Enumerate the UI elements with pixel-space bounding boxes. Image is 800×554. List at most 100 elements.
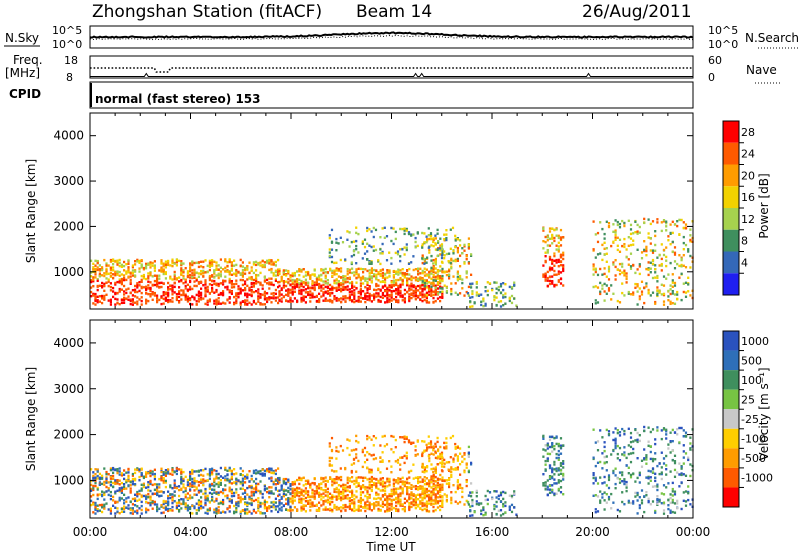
power-cell — [235, 292, 238, 295]
power-cell — [651, 251, 655, 254]
velocity-cell — [287, 479, 290, 482]
power-cell — [211, 283, 214, 287]
power-cell — [98, 284, 101, 287]
power-cell — [322, 283, 325, 287]
power-cell — [645, 247, 648, 250]
power-cell — [246, 292, 249, 295]
power-cell — [318, 282, 321, 286]
power-cell — [629, 243, 633, 247]
power-cell — [618, 222, 622, 226]
power-cell — [627, 290, 630, 294]
power-cell — [621, 282, 624, 285]
power-cell — [403, 292, 406, 296]
velocity-cell — [313, 492, 316, 496]
power-cell — [386, 293, 389, 296]
power-cell — [599, 252, 602, 255]
power-cell — [456, 270, 459, 273]
power-cell — [239, 303, 242, 306]
velocity-cell — [226, 469, 229, 472]
velocity-cell — [160, 475, 163, 479]
power-cell — [315, 278, 318, 281]
power-cell — [425, 235, 428, 238]
power-cell — [377, 300, 380, 303]
velocity-cell — [109, 490, 112, 494]
velocity-cell — [384, 510, 387, 513]
velocity-cell — [351, 489, 354, 492]
velocity-cell — [186, 483, 189, 486]
velocity-cell — [197, 501, 200, 504]
velocity-cell — [136, 509, 139, 512]
power-cell — [680, 263, 683, 267]
velocity-cell — [304, 510, 307, 513]
velocity-cell — [362, 479, 365, 482]
velocity-cell — [359, 500, 362, 503]
power-cell — [551, 227, 554, 230]
power-cell — [222, 279, 225, 282]
power-cell — [667, 235, 670, 238]
velocity-cell — [147, 481, 150, 484]
power-cell — [621, 262, 624, 266]
power-cell — [428, 237, 431, 241]
power-cell — [263, 264, 266, 267]
power-cell — [412, 268, 415, 272]
velocity-cell — [237, 501, 240, 504]
velocity-cell — [439, 494, 442, 497]
velocity-cell — [182, 470, 185, 474]
power-cell — [401, 272, 404, 275]
power-cell — [426, 286, 429, 289]
power-cell — [673, 251, 677, 254]
power-cell — [213, 260, 216, 263]
velocity-cell — [278, 493, 281, 496]
power-cell — [425, 300, 428, 303]
power-cell — [439, 249, 442, 252]
power-cell — [171, 261, 174, 265]
power-cell — [459, 254, 462, 257]
power-cell — [379, 280, 382, 284]
velocity-cell — [266, 468, 269, 471]
velocity-cell — [182, 479, 185, 483]
power-cell — [142, 286, 145, 289]
power-cell — [324, 271, 327, 274]
power-cell — [548, 266, 552, 269]
velocity-cell — [171, 470, 174, 473]
power-cell — [309, 290, 312, 293]
velocity-cell — [94, 468, 97, 471]
power-cell — [439, 282, 442, 285]
power-cell — [419, 284, 422, 288]
power-cell — [546, 236, 549, 239]
power-cell — [355, 276, 358, 280]
power-cell — [399, 277, 402, 280]
power-cell — [237, 270, 240, 274]
power-cell — [352, 250, 356, 253]
velocity-cell — [94, 508, 97, 511]
velocity-cell — [129, 484, 132, 487]
power-cell — [228, 258, 231, 261]
velocity-cell — [348, 479, 351, 483]
power-cell — [285, 289, 288, 292]
power-cell — [134, 263, 137, 266]
velocity-cell — [351, 502, 354, 505]
power-cell — [379, 295, 382, 299]
velocity-cell — [208, 474, 211, 477]
power-cell — [197, 265, 200, 269]
power-cell — [330, 248, 334, 251]
power-cell — [252, 261, 255, 264]
power-cell — [278, 294, 281, 297]
power-cell — [548, 267, 552, 271]
power-cell — [665, 225, 668, 228]
power-cell — [277, 281, 280, 284]
power-cell — [200, 260, 203, 263]
power-cell — [300, 284, 303, 288]
power-cell — [390, 226, 393, 230]
velocity-cell — [233, 494, 236, 498]
power-cell — [131, 298, 134, 301]
power-cell — [452, 275, 455, 278]
velocity-cell — [107, 489, 110, 492]
power-cell — [304, 278, 307, 281]
power-cell — [171, 297, 174, 300]
velocity-cell — [337, 490, 340, 493]
power-cell — [482, 297, 485, 301]
power-cell — [116, 280, 119, 284]
velocity-cell — [309, 486, 312, 489]
velocity-cell — [406, 481, 409, 484]
